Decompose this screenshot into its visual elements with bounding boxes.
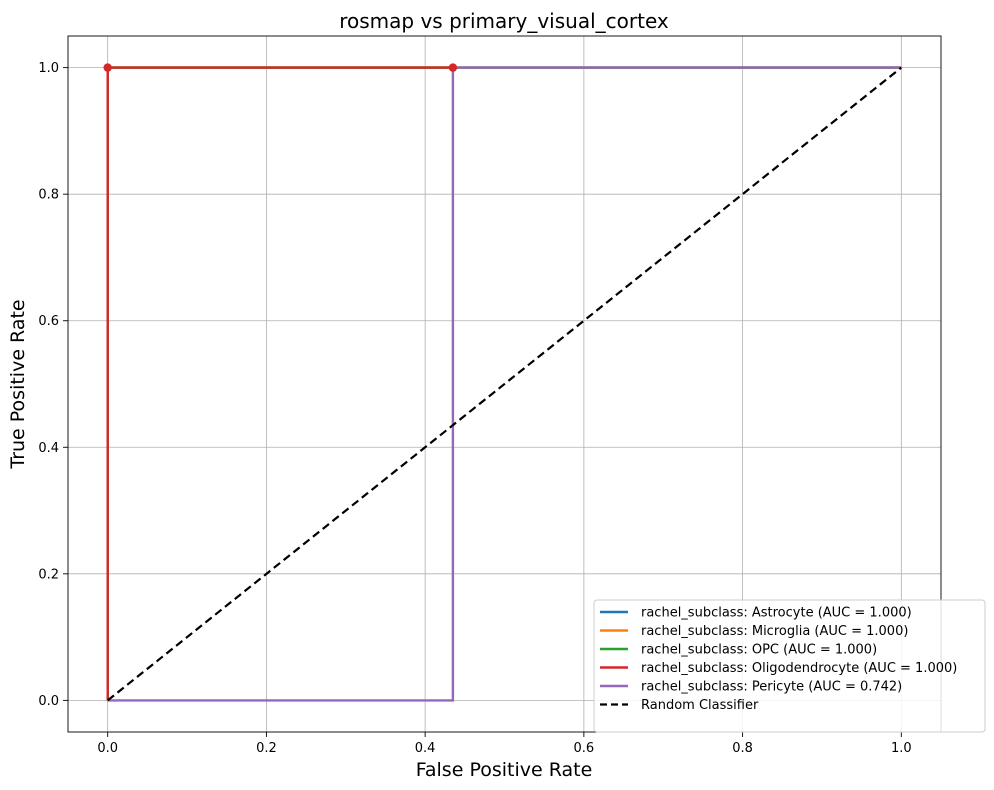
grid [68,36,941,732]
marker-point-0 [103,63,112,72]
y-tick-label: 0.4 [38,441,59,456]
series-line-5 [107,66,902,702]
x-tick-label: 0.8 [732,741,753,756]
chart-title: rosmap vs primary_visual_cortex [339,9,669,33]
legend: rachel_subclass: Astrocyte (AUC = 1.000)… [593,599,986,733]
series-markers [103,63,458,72]
x-tick-label: 0.6 [574,741,595,756]
legend-box [593,599,986,733]
plot-frame [67,35,942,733]
y-tick-label: 0.6 [38,314,59,329]
legend-label-0: rachel_subclass: Astrocyte (AUC = 1.000) [641,606,912,621]
y-tick-label: 0.0 [38,694,59,709]
x-tick-label: 0.0 [97,741,118,756]
legend-label-5: Random Classifier [641,698,759,713]
series-line-4 [107,66,902,702]
x-tick-label: 0.2 [256,741,277,756]
x-tick-label: 0.4 [415,741,436,756]
legend-label-3: rachel_subclass: Oligodendrocyte (AUC = … [641,661,957,676]
legend-label-4: rachel_subclass: Pericyte (AUC = 0.742) [641,680,902,695]
y-axis-label: True Positive Rate [7,299,29,469]
legend-label-1: rachel_subclass: Microglia (AUC = 1.000) [641,624,908,639]
x-tick-label: 1.0 [891,741,912,756]
y-tick-label: 0.8 [38,188,59,203]
x-axis-label: False Positive Rate [416,759,593,781]
y-axis-ticks: 0.0 0.2 0.4 0.6 0.8 1.0 [38,61,68,709]
x-axis-ticks: 0.0 0.2 0.4 0.6 0.8 1.0 [97,732,912,756]
marker-point-1 [448,63,458,72]
y-tick-label: 0.2 [38,567,59,582]
y-tick-label: 1.0 [38,61,59,76]
legend-label-2: rachel_subclass: OPC (AUC = 1.000) [641,643,877,658]
